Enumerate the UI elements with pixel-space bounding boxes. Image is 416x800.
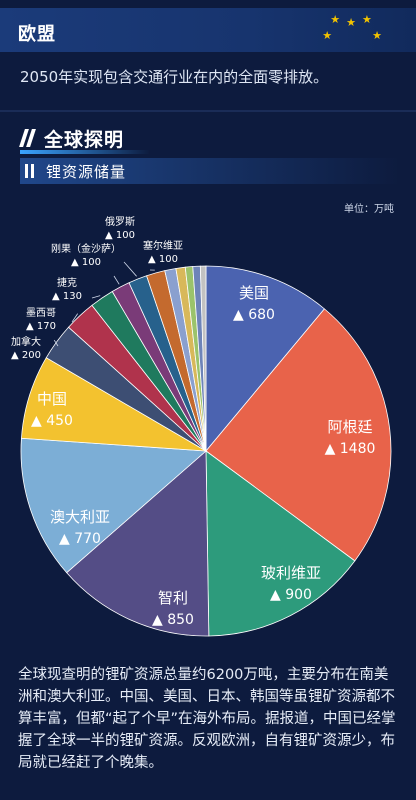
slice-value: ▲ 100 [105, 230, 135, 241]
slice-label: 刚果（金沙萨） [51, 242, 121, 255]
slice-value: ▲ 100 [148, 254, 178, 265]
section-title-text: 全球探明 [44, 128, 125, 151]
pie-slice [199, 265, 207, 452]
slice-label: 智利 [158, 589, 188, 607]
slice-value: ▲ 200 [11, 350, 41, 361]
leader-line [53, 339, 59, 347]
pie-slice [205, 308, 392, 562]
slice-value: ▲ 100 [71, 257, 101, 268]
slice-label: 墨西哥 [26, 307, 56, 319]
slice-value: ▲ 680 [233, 307, 275, 323]
slice-label: 捷克 [57, 276, 77, 289]
section-title: 全球探明 [19, 126, 125, 151]
section-underline [20, 150, 150, 154]
summary-paragraph: 全球现查明的锂矿资源总量约6200万吨，主要分布在南美洲和澳大利亚。中国、美国、… [18, 667, 396, 771]
slice-label: 塞尔维亚 [143, 239, 183, 252]
slice-value: ▲ 130 [52, 291, 82, 302]
slice-label: 中国 [37, 390, 67, 408]
eu-stars-icon: ★★★ ★ ★ [322, 13, 388, 42]
slice-value: ▲ 450 [31, 413, 73, 429]
slice-label: 澳大利亚 [50, 508, 110, 526]
slice-value: ▲ 170 [26, 321, 56, 332]
leader-line [123, 261, 137, 277]
pie-slice [205, 265, 325, 453]
region-description: 2050年实现包含交通行业在内的全面零排放。 [20, 68, 329, 86]
leader-line [71, 313, 79, 323]
leader-line [91, 295, 101, 299]
double-bar-icon [24, 164, 38, 178]
slice-label: 加拿大 [11, 335, 41, 348]
slice-label: 玻利维亚 [261, 564, 321, 582]
pie-slice [205, 450, 356, 637]
slice-value: ▲ 900 [270, 587, 312, 603]
slice-label: 美国 [239, 284, 269, 302]
chart-subtitle: 锂资源储量 [20, 158, 400, 184]
slice-value: ▲ 1480 [325, 441, 376, 457]
slice-label: 阿根廷 [327, 418, 372, 436]
slice-value: ▲ 850 [152, 612, 194, 628]
pie-slice [66, 450, 210, 637]
pie-slice [20, 437, 207, 574]
slice-value: ▲ 770 [59, 531, 101, 547]
pie-chart: 美国 ▲ 680 阿根廷 ▲ 1480 玻利维亚 ▲ 900 智利 ▲ 850 澳大利亚 ▲ 77… [11, 215, 392, 637]
slice-label: 俄罗斯 [105, 215, 135, 228]
section-divider [0, 110, 416, 112]
region-title: 欧盟 [18, 24, 56, 45]
pie-labels: 美国 ▲ 680 阿根廷 ▲ 1480 玻利维亚 ▲ 900 智利 ▲ 850 澳大利亚 ▲ 77… [11, 215, 375, 628]
unit-label: 单位：万吨 [344, 204, 394, 215]
eu-header-bar: 欧盟 ★★★ ★ ★ [0, 8, 416, 52]
chart-subtitle-text: 锂资源储量 [46, 162, 127, 181]
leader-line [113, 275, 120, 285]
